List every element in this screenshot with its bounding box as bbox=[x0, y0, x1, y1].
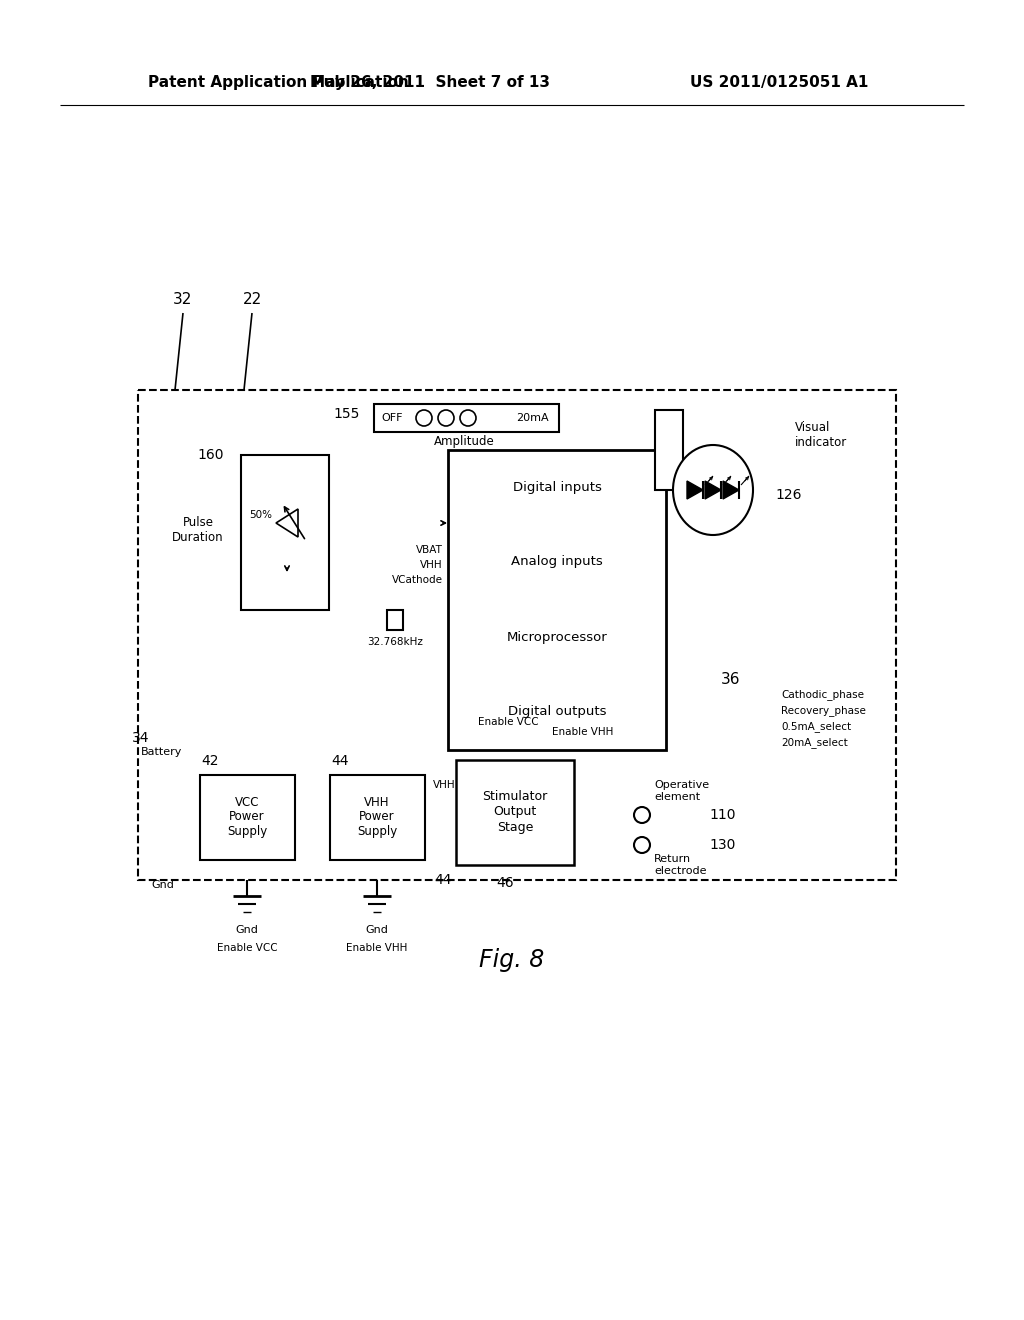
Text: Microprocessor: Microprocessor bbox=[507, 631, 607, 644]
Text: 0.5mA_select: 0.5mA_select bbox=[781, 722, 851, 733]
Circle shape bbox=[634, 837, 650, 853]
Text: 44: 44 bbox=[331, 754, 349, 768]
Text: 110: 110 bbox=[709, 808, 735, 822]
Text: 50%: 50% bbox=[249, 510, 272, 520]
Text: Analog inputs: Analog inputs bbox=[511, 556, 603, 569]
Bar bbox=[200, 775, 295, 861]
Text: Amplitude: Amplitude bbox=[433, 436, 495, 449]
Text: Digital outputs: Digital outputs bbox=[508, 705, 606, 718]
Text: VCC
Power
Supply: VCC Power Supply bbox=[227, 796, 267, 838]
Bar bbox=[138, 389, 896, 880]
Bar bbox=[655, 411, 683, 490]
Text: VHH: VHH bbox=[421, 560, 443, 570]
Bar bbox=[387, 610, 403, 630]
Bar bbox=[330, 775, 425, 861]
Text: Enable VCC: Enable VCC bbox=[217, 942, 278, 953]
Text: 32.768kHz: 32.768kHz bbox=[367, 638, 423, 647]
Text: VCathode: VCathode bbox=[392, 576, 443, 585]
Text: 32: 32 bbox=[173, 293, 193, 308]
Circle shape bbox=[460, 411, 476, 426]
Text: Battery: Battery bbox=[141, 747, 182, 756]
Circle shape bbox=[438, 411, 454, 426]
Bar bbox=[449, 450, 666, 750]
Polygon shape bbox=[705, 480, 721, 499]
Text: 20mA_select: 20mA_select bbox=[781, 738, 848, 748]
Text: 46: 46 bbox=[497, 876, 514, 890]
Text: May 26, 2011  Sheet 7 of 13: May 26, 2011 Sheet 7 of 13 bbox=[310, 74, 550, 90]
Text: Enable VCC: Enable VCC bbox=[477, 717, 539, 727]
Text: Gnd: Gnd bbox=[236, 925, 258, 935]
Text: Operative
element: Operative element bbox=[654, 780, 710, 801]
Text: Enable VHH: Enable VHH bbox=[346, 942, 408, 953]
Text: VHH
Power
Supply: VHH Power Supply bbox=[357, 796, 397, 838]
Text: 22: 22 bbox=[243, 293, 261, 308]
Text: Recovery_phase: Recovery_phase bbox=[781, 706, 866, 717]
Bar bbox=[456, 760, 574, 865]
Text: 34: 34 bbox=[131, 731, 150, 744]
Text: 160: 160 bbox=[198, 447, 224, 462]
Text: 155: 155 bbox=[334, 407, 360, 421]
Text: 42: 42 bbox=[202, 754, 219, 768]
Text: Visual
indicator: Visual indicator bbox=[795, 421, 847, 449]
Text: Gnd: Gnd bbox=[152, 880, 174, 890]
Polygon shape bbox=[723, 480, 739, 499]
Text: VHH: VHH bbox=[433, 780, 456, 789]
Text: OFF: OFF bbox=[381, 413, 402, 422]
Text: 36: 36 bbox=[721, 672, 740, 688]
Bar bbox=[374, 404, 559, 432]
Text: Pulse
Duration: Pulse Duration bbox=[172, 516, 224, 544]
Text: Stimulator
Output
Stage: Stimulator Output Stage bbox=[482, 791, 548, 833]
Text: Fig. 8: Fig. 8 bbox=[479, 948, 545, 972]
Circle shape bbox=[634, 807, 650, 822]
Circle shape bbox=[416, 411, 432, 426]
Text: Patent Application Publication: Patent Application Publication bbox=[148, 74, 409, 90]
Text: Gnd: Gnd bbox=[366, 925, 388, 935]
Polygon shape bbox=[276, 510, 298, 537]
Text: 130: 130 bbox=[709, 838, 735, 851]
Text: US 2011/0125051 A1: US 2011/0125051 A1 bbox=[690, 74, 868, 90]
Bar bbox=[241, 455, 329, 610]
Polygon shape bbox=[687, 480, 703, 499]
Text: Digital inputs: Digital inputs bbox=[513, 482, 601, 495]
Text: Return
electrode: Return electrode bbox=[654, 854, 707, 875]
Text: VBAT: VBAT bbox=[416, 545, 443, 554]
Text: Cathodic_phase: Cathodic_phase bbox=[781, 689, 864, 701]
Text: 126: 126 bbox=[775, 488, 802, 502]
Ellipse shape bbox=[673, 445, 753, 535]
Text: 20mA: 20mA bbox=[516, 413, 548, 422]
Text: 44: 44 bbox=[434, 873, 452, 887]
Text: Enable VHH: Enable VHH bbox=[552, 727, 613, 737]
